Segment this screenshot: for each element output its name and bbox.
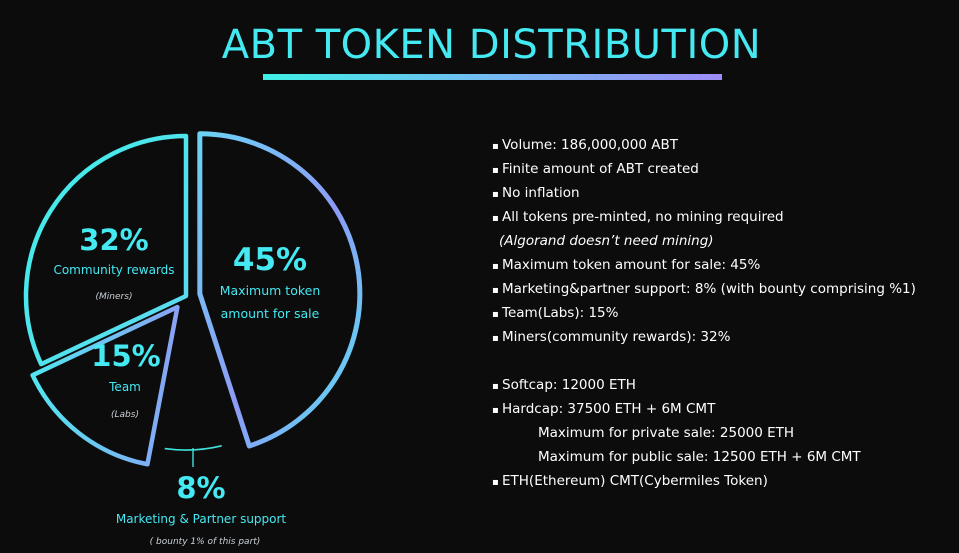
- bullet-text: Maximum for public sale: 12500 ETH + 6M …: [538, 449, 861, 465]
- slice-4-label: Community rewards: [53, 263, 174, 277]
- bullet-dot-icon: ▪: [492, 477, 499, 488]
- pie-slice-1: [197, 131, 363, 449]
- slice-3-percent: 15%: [91, 339, 160, 373]
- bullet-text: Hardcap: 37500 ETH + 6M CMT: [502, 401, 716, 417]
- bullet-text: ETH(Ethereum) CMT(Cybermiles Token): [502, 473, 768, 489]
- bullet-item: ▪ Marketing&partner support: 8% (with bou…: [492, 277, 952, 301]
- bullet-item: Maximum for public sale: 12500 ETH + 6M …: [492, 445, 952, 469]
- bullet-item: ▪ Miners(community rewards): 32%: [492, 325, 952, 349]
- pie-slice-4: [23, 133, 189, 367]
- bullet-item: ▪ Maximum token amount for sale: 45%: [492, 253, 952, 277]
- page-title: ABT TOKEN DISTRIBUTION: [221, 22, 762, 68]
- bullet-item: ▪ All tokens pre-minted, no mining requir…: [492, 205, 952, 229]
- slice-4-note: (Miners): [96, 292, 133, 302]
- bullet-dot-icon: ▪: [492, 165, 499, 176]
- info-bullet-list: ▪ Volume: 186,000,000 ABT ▪ Finite amount o…: [492, 133, 952, 493]
- bullet-dot-icon: ▪: [492, 189, 499, 200]
- bullet-item: ▪ Hardcap: 37500 ETH + 6M CMT: [492, 397, 952, 421]
- bullet-text: Maximum for private sale: 25000 ETH: [538, 425, 795, 441]
- bullet-dot-icon: ▪: [492, 213, 499, 224]
- bullet-dot-icon: ▪: [492, 141, 499, 152]
- bullet-dot-icon: ▪: [492, 309, 499, 320]
- slice-1-label-line1: Maximum token: [220, 283, 321, 298]
- bullet-item: ▪ ETH(Ethereum) CMT(Cybermiles Token): [492, 469, 952, 493]
- slice-3-label: Team: [108, 380, 141, 394]
- bullet-item: ▪ Team(Labs): 15%: [492, 301, 952, 325]
- slice-2-note: ( bounty 1% of this part): [150, 537, 261, 547]
- slice-2-label: Marketing & Partner support: [116, 512, 287, 526]
- bullet-dot-icon: ▪: [492, 285, 499, 296]
- bullet-dot-icon: ▪: [492, 333, 499, 344]
- bullet-text: Volume: 186,000,000 ABT: [502, 137, 678, 153]
- bullet-dot-icon: ▪: [492, 381, 499, 392]
- slice-2-percent: 8%: [176, 471, 225, 505]
- bullet-item: ▪ Volume: 186,000,000 ABT: [492, 133, 952, 157]
- bullet-item: ▪ Finite amount of ABT created: [492, 157, 952, 181]
- bullet-item: ▪ No inflation: [492, 181, 952, 205]
- bullet-text: All tokens pre-minted, no mining require…: [502, 209, 784, 225]
- bullet-item: ▪ Softcap: 12000 ETH: [492, 373, 952, 397]
- bullet-text: Miners(community rewards): 32%: [502, 329, 731, 345]
- slice-3-note: (Labs): [111, 410, 139, 420]
- pie-slice-3: [30, 304, 180, 467]
- bullet-item: Maximum for private sale: 25000 ETH: [492, 421, 952, 445]
- bullet-text: (Algorand doesn’t need mining): [499, 233, 714, 249]
- bullet-text: Softcap: 12000 ETH: [502, 377, 636, 393]
- bullet-text: No inflation: [502, 185, 580, 201]
- bullet-text: Team(Labs): 15%: [502, 305, 619, 321]
- slice-1-label-line2: amount for sale: [221, 306, 320, 321]
- slice-1-percent: 45%: [233, 242, 307, 278]
- bullet-item: (Algorand doesn’t need mining): [492, 229, 952, 253]
- bullet-text: Marketing&partner support: 8% (with boun…: [502, 281, 916, 297]
- slice-4-percent: 32%: [79, 223, 148, 257]
- bullet-text: Finite amount of ABT created: [502, 161, 699, 177]
- bullet-dot-icon: ▪: [492, 405, 499, 416]
- list-spacer: [492, 349, 952, 373]
- bullet-text: Maximum token amount for sale: 45%: [502, 257, 761, 273]
- title-underline: [263, 74, 722, 80]
- bullet-dot-icon: ▪: [492, 261, 499, 272]
